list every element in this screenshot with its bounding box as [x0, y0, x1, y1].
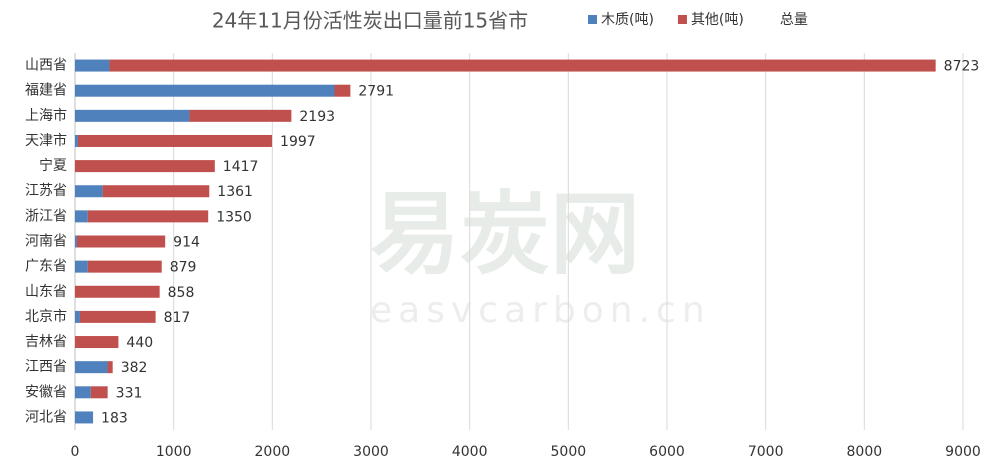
total-label: 1997 — [280, 134, 316, 150]
bar-segment — [75, 361, 108, 374]
bar-segment — [75, 386, 91, 399]
total-label: 914 — [173, 235, 200, 251]
bar-segment — [87, 260, 162, 273]
chart-title: 24年11月份活性炭出口量前15省市 — [212, 9, 528, 33]
y-tick-label: 河北省 — [25, 409, 67, 425]
y-tick-label: 广东省 — [25, 259, 67, 275]
y-tick-label: 宁夏 — [39, 157, 67, 174]
total-label: 440 — [126, 335, 153, 351]
x-tick-label: 5000 — [551, 444, 587, 460]
y-tick-label: 福建省 — [25, 83, 67, 99]
total-label: 331 — [116, 385, 143, 401]
y-tick-label: 北京市 — [25, 308, 67, 325]
total-label: 858 — [168, 285, 195, 301]
bar-segment — [90, 386, 108, 399]
x-tick-label: 3000 — [353, 444, 389, 460]
y-tick-label: 上海市 — [25, 107, 67, 124]
bar-segment — [75, 185, 103, 198]
bar-segment — [79, 310, 156, 323]
y-tick-label: 安徽省 — [25, 384, 67, 400]
y-tick-label: 江西省 — [25, 359, 67, 375]
bar-segment — [189, 109, 292, 122]
total-label: 2791 — [358, 84, 394, 100]
legend-swatch — [588, 15, 597, 24]
bar-segment — [75, 336, 119, 349]
total-label: 1417 — [223, 159, 259, 175]
x-tick-label: 7000 — [748, 444, 784, 460]
bar-segment — [109, 59, 936, 72]
bar-segment — [334, 84, 351, 97]
bar-segment — [75, 411, 94, 424]
watermark: 易炭网 — [370, 182, 640, 287]
bar-segment — [102, 185, 210, 198]
bar-segment — [75, 59, 110, 72]
bar-segment — [75, 260, 88, 273]
legend-label: 总量 — [780, 12, 808, 28]
y-tick-label: 山西省 — [25, 58, 67, 74]
bar-segment — [107, 361, 113, 374]
y-tick-label: 天津市 — [25, 132, 67, 149]
bar-segment — [75, 310, 80, 323]
x-tick-label: 1000 — [156, 444, 192, 460]
y-tick-label: 吉林省 — [25, 334, 67, 350]
total-label: 1361 — [217, 184, 253, 200]
bar-segment — [75, 84, 335, 97]
legend-swatch — [677, 15, 687, 24]
bar-segment — [87, 210, 209, 223]
bar-segment — [75, 134, 78, 147]
y-tick-label: 江苏省 — [25, 183, 67, 199]
x-tick-label: 0 — [71, 444, 80, 460]
legend-label: 其他(吨) — [691, 12, 744, 28]
y-tick-label: 山东省 — [25, 284, 67, 300]
x-tick-label: 4000 — [452, 444, 488, 460]
total-label: 183 — [101, 410, 128, 426]
bar-segment — [75, 160, 215, 173]
bar-segment — [75, 210, 88, 223]
bar-segment — [77, 134, 273, 147]
y-tick-label: 浙江省 — [25, 208, 67, 224]
bar-segment — [75, 235, 77, 248]
total-label: 8723 — [944, 59, 980, 75]
y-tick-label: 河南省 — [25, 234, 67, 250]
x-tick-label: 8000 — [847, 444, 883, 460]
bar-segment — [76, 235, 166, 248]
total-label: 2193 — [299, 109, 335, 125]
bar-segment — [75, 285, 160, 298]
x-tick-label: 9000 — [945, 444, 981, 460]
watermark-url: easvcarbon.cn — [370, 290, 711, 331]
total-label: 879 — [170, 260, 197, 276]
total-label: 817 — [164, 310, 191, 326]
x-tick-label: 2000 — [255, 444, 291, 460]
bar-segment — [75, 109, 190, 122]
total-label: 382 — [121, 360, 148, 376]
legend-label: 木质(吨) — [601, 12, 654, 28]
x-tick-label: 6000 — [649, 444, 685, 460]
total-label: 1350 — [216, 209, 252, 225]
